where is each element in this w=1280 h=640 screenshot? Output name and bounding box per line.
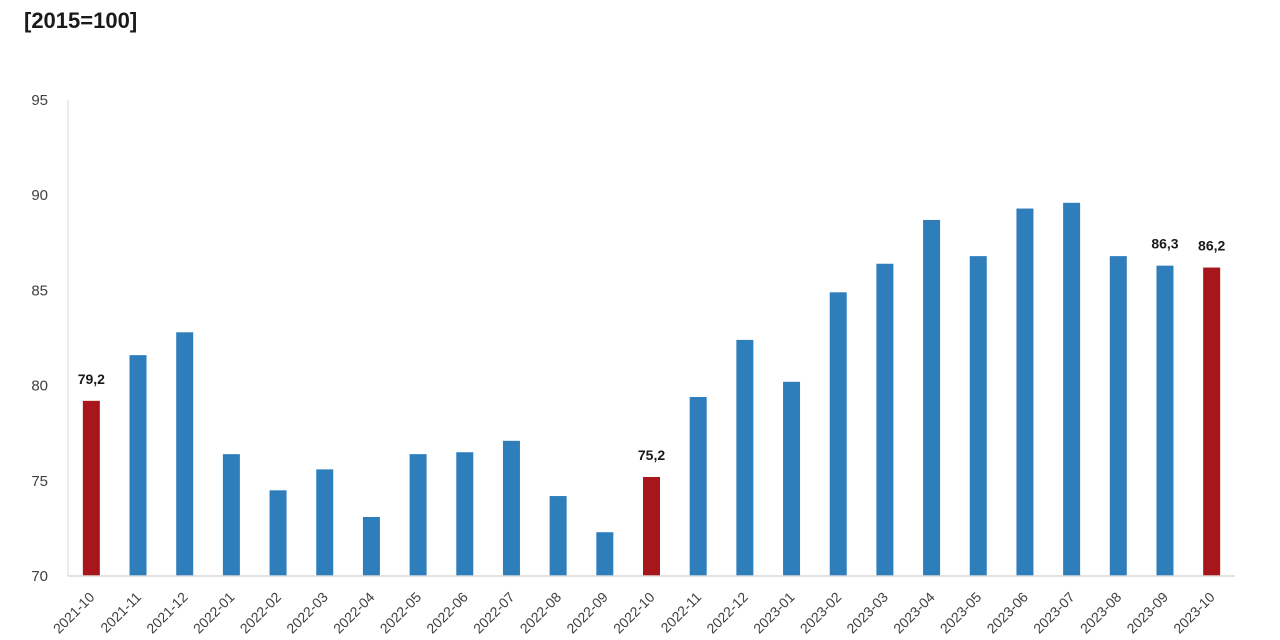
chart-subtitle: [2015=100] <box>24 8 138 33</box>
y-tick-label: 95 <box>31 92 48 109</box>
x-tick-label: 2023-02 <box>797 589 845 637</box>
data-label: 86,2 <box>1198 238 1225 254</box>
x-tick-label: 2023-05 <box>937 589 985 637</box>
bar <box>1016 208 1034 576</box>
x-tick-label: 2023-10 <box>1170 589 1218 637</box>
y-tick-label: 85 <box>31 282 48 299</box>
bars <box>82 202 1221 577</box>
y-axis: 70 75 80 85 90 95 <box>31 92 69 585</box>
y-tick-label: 90 <box>31 187 48 204</box>
x-tick-label: 2023-08 <box>1077 589 1125 637</box>
bar <box>1203 267 1221 576</box>
x-tick-label: 2022-05 <box>377 589 425 637</box>
x-tick-label: 2022-10 <box>610 589 658 637</box>
bar <box>643 476 660 576</box>
x-tick-label: 2022-01 <box>190 589 238 637</box>
x-tick-label: 2021-12 <box>143 589 191 637</box>
x-tick-label: 2023-01 <box>750 589 798 637</box>
bar <box>269 490 287 576</box>
x-tick-label: 2021-10 <box>50 589 98 637</box>
bar <box>783 381 801 576</box>
bar <box>969 256 987 576</box>
bar <box>1109 256 1127 576</box>
bar <box>409 454 427 576</box>
bar <box>829 292 847 576</box>
bar <box>876 263 894 576</box>
bar <box>176 332 194 576</box>
bar <box>923 219 941 576</box>
x-tick-label: 2023-03 <box>843 589 891 637</box>
x-tick-label: 2023-06 <box>983 589 1031 637</box>
x-tick-label: 2022-02 <box>237 589 285 637</box>
y-tick-label: 80 <box>31 378 48 395</box>
bar <box>1156 265 1174 576</box>
x-tick-label: 2022-03 <box>283 589 331 637</box>
x-tick-label: 2022-11 <box>657 589 704 636</box>
y-tick-label: 70 <box>31 568 48 585</box>
x-tick-label: 2021-11 <box>97 589 144 636</box>
x-tick-label: 2022-07 <box>470 589 518 637</box>
x-tick-label: 2023-09 <box>1123 589 1171 637</box>
bar <box>456 452 474 576</box>
x-tick-label: 2022-06 <box>423 589 471 637</box>
data-label: 86,3 <box>1151 236 1178 252</box>
x-tick-label: 2022-08 <box>517 589 565 637</box>
data-labels: 79,2 75,2 86,3 86,2 <box>78 236 1226 463</box>
bar <box>1063 202 1081 577</box>
bar <box>362 516 380 576</box>
bar <box>689 397 707 576</box>
data-label: 79,2 <box>78 371 105 387</box>
x-tick-label: 2022-09 <box>563 589 611 637</box>
bar <box>549 496 567 576</box>
bar <box>82 400 100 576</box>
x-tick-label: 2023-04 <box>890 589 938 637</box>
x-tick-label: 2023-07 <box>1030 589 1078 637</box>
y-tick-label: 75 <box>31 473 48 490</box>
bar <box>316 469 334 576</box>
x-tick-label: 2022-12 <box>703 589 751 637</box>
x-axis: 2021-10 2021-11 2021-12 2022-01 2022-02 2022-… <box>50 575 1235 637</box>
data-label: 75,2 <box>638 447 665 463</box>
bar <box>596 532 614 576</box>
bar <box>736 339 754 576</box>
bar <box>222 454 240 576</box>
bar <box>129 355 147 576</box>
x-tick-label: 2022-04 <box>330 589 378 637</box>
bar <box>502 440 520 576</box>
